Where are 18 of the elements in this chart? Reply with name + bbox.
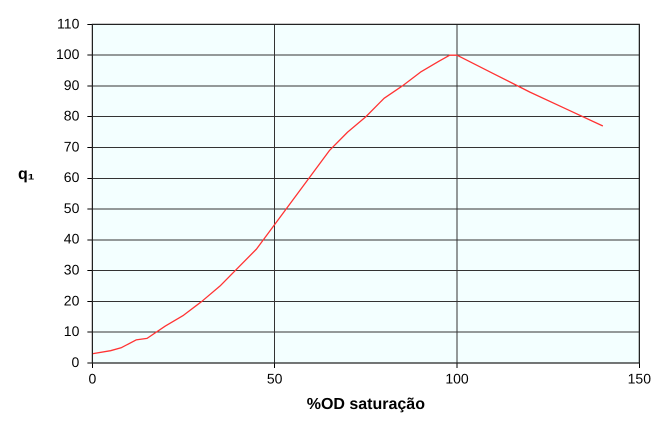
y-tick-label: 10 xyxy=(64,323,80,340)
x-tick-label: 100 xyxy=(445,370,469,386)
y-tick-label: 50 xyxy=(64,200,80,216)
y-tick-label: 100 xyxy=(56,46,80,62)
y-tick-label: 60 xyxy=(64,169,80,186)
y-tick-label: 70 xyxy=(64,138,80,154)
x-tick-label: 50 xyxy=(266,370,283,386)
y-tick-label: 0 xyxy=(72,354,80,370)
y-tick-label: 40 xyxy=(64,230,80,247)
x-axis-title: %OD saturação xyxy=(306,396,426,413)
y-tick-label: 30 xyxy=(64,262,80,278)
y-tick-label: 80 xyxy=(64,108,80,124)
y-tick-label: 110 xyxy=(57,15,80,32)
x-tick-label: 150 xyxy=(628,370,652,386)
y-axis-title: q₁ xyxy=(18,166,34,184)
y-tick-label: 90 xyxy=(64,76,80,93)
y-tick-label: 20 xyxy=(64,292,80,308)
x-tick-label: 0 xyxy=(88,370,96,386)
